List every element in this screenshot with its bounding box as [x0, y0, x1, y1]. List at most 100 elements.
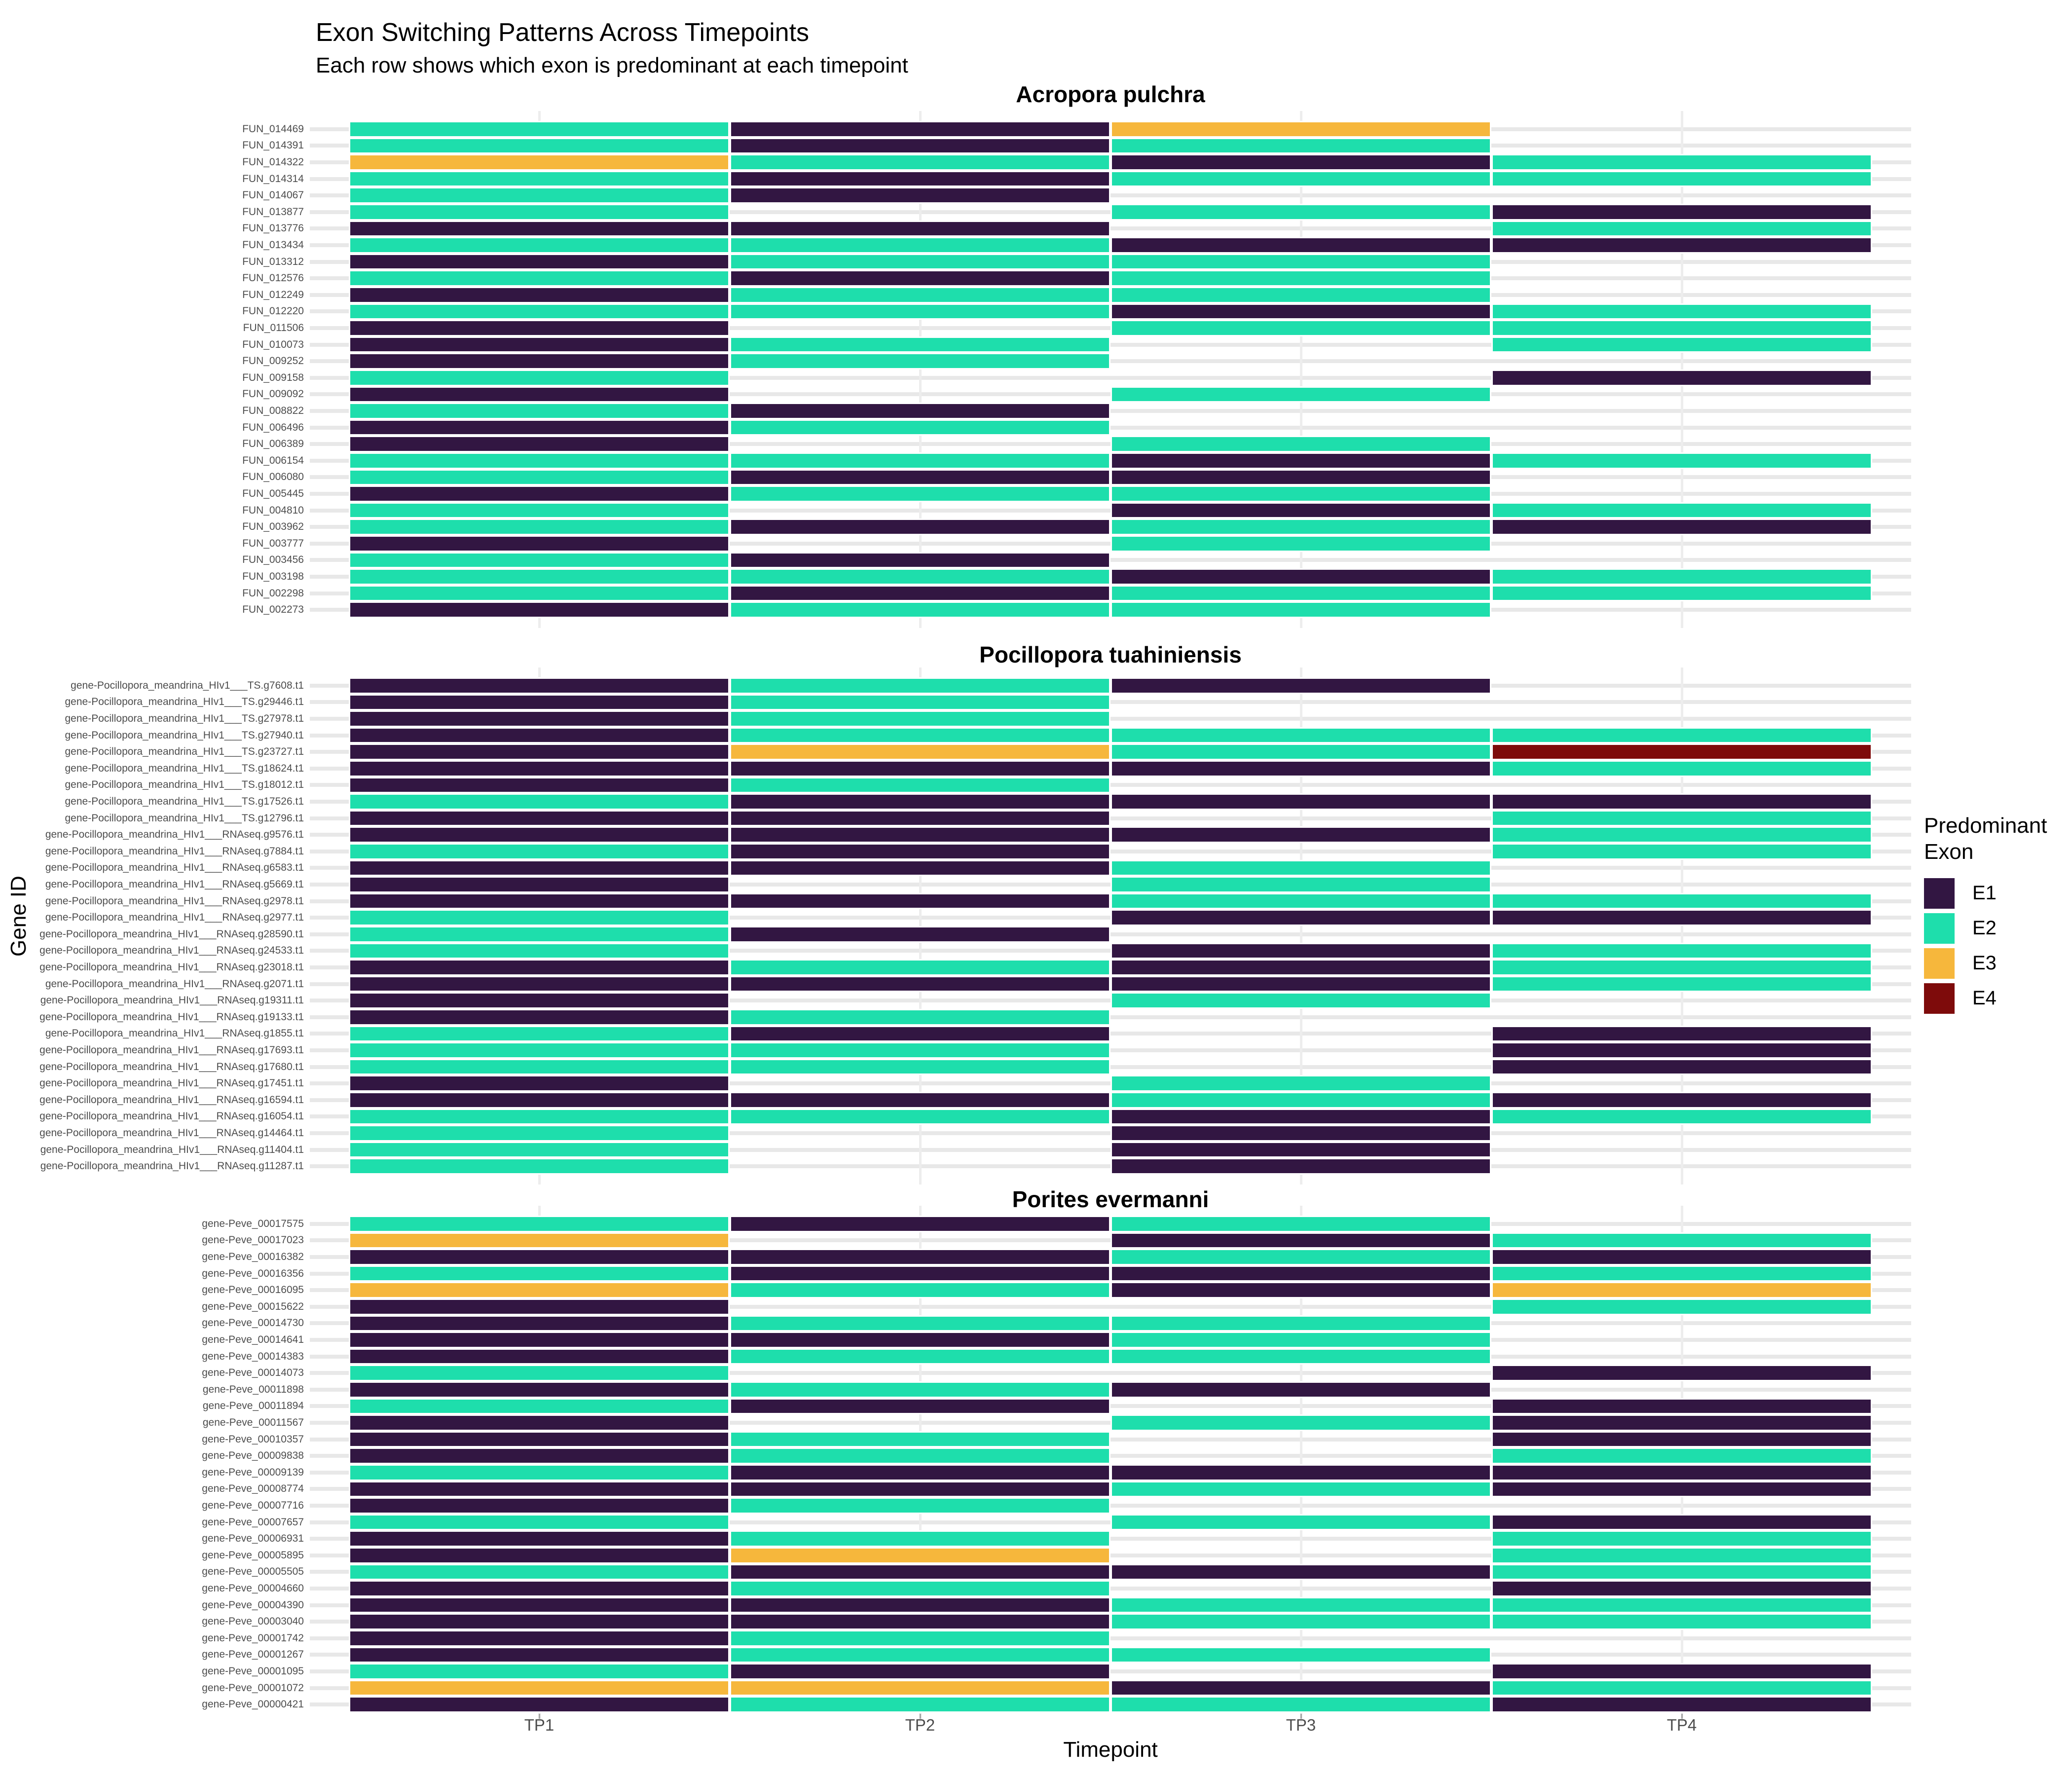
heatmap-cell: [730, 975, 1110, 993]
heatmap-cell: [730, 810, 1110, 827]
heatmap-cell: [349, 518, 730, 535]
heatmap-cell: [1491, 1108, 1872, 1125]
gridline-horizontal: [310, 375, 1911, 380]
heatmap-cell: [730, 1108, 1110, 1125]
heatmap-cell: [349, 793, 730, 810]
y-axis-label: gene-Peve_00005505: [202, 1566, 304, 1578]
heatmap-cell: [1491, 1042, 1872, 1059]
heatmap-cell: [349, 1108, 730, 1125]
heatmap-cell: [730, 892, 1110, 910]
legend-swatch-e3: [1924, 948, 1955, 979]
heatmap-cell: [349, 892, 730, 910]
heatmap-cell: [1491, 518, 1872, 535]
heatmap-cell: [1110, 892, 1491, 910]
heatmap-cell: [1110, 1232, 1491, 1249]
legend-entry: E2: [1924, 913, 2067, 944]
heatmap-cell: [1110, 253, 1491, 270]
gridline-horizontal: [310, 1048, 1911, 1052]
heatmap-cell: [730, 1630, 1110, 1647]
y-axis-label: FUN_009252: [242, 355, 304, 367]
heatmap-cell: [349, 743, 730, 760]
heatmap-cell: [1491, 810, 1872, 827]
heatmap-cell: [1491, 1058, 1872, 1075]
heatmap-cell: [349, 1232, 730, 1249]
heatmap-cell: [349, 777, 730, 794]
heatmap-cell: [349, 1298, 730, 1315]
heatmap-cell: [730, 1025, 1110, 1042]
heatmap-cell: [349, 568, 730, 585]
y-axis-label: gene-Pocillopora_meandrina_HIv1___RNAseq…: [40, 1144, 304, 1155]
x-axis-tick: [919, 1714, 921, 1719]
heatmap-cell: [1110, 436, 1491, 452]
gridline-horizontal: [310, 816, 1911, 820]
heatmap-cell: [1110, 121, 1491, 138]
y-axis-label: gene-Peve_00011894: [202, 1400, 304, 1412]
heatmap-cell: [1491, 1679, 1872, 1697]
y-axis-label: gene-Peve_00016095: [202, 1284, 304, 1296]
heatmap-cell: [1110, 1125, 1491, 1142]
heatmap-cell: [730, 452, 1110, 469]
heatmap-cell: [1491, 1232, 1872, 1249]
y-axis-label: gene-Peve_00014383: [202, 1350, 304, 1362]
heatmap-cell: [1110, 1348, 1491, 1365]
legend-label: E2: [1972, 917, 1997, 939]
heatmap-cell: [730, 220, 1110, 237]
heatmap-cell: [730, 552, 1110, 569]
heatmap-cell: [349, 303, 730, 320]
heatmap-cell: [1110, 1158, 1491, 1175]
heatmap-cell: [730, 677, 1110, 694]
heatmap-cell: [730, 1696, 1110, 1713]
heatmap-cell: [349, 270, 730, 287]
heatmap-cell: [1110, 1514, 1491, 1531]
heatmap-cell: [1110, 1613, 1491, 1630]
panel-title: Pocillopora tuahiniensis: [979, 642, 1242, 667]
heatmap-cell: [730, 336, 1110, 353]
heatmap-cell: [349, 1158, 730, 1175]
y-axis-label: FUN_014322: [242, 156, 304, 168]
gridline-horizontal: [310, 1032, 1911, 1036]
heatmap-cell: [349, 1530, 730, 1547]
heatmap-cell: [1110, 859, 1491, 877]
heatmap-cell: [349, 287, 730, 303]
heatmap-cell: [1491, 170, 1872, 187]
heatmap-cell: [730, 187, 1110, 204]
y-axis-label: gene-Peve_00009139: [202, 1466, 304, 1478]
gridline-horizontal: [310, 700, 1911, 704]
heatmap-cell: [730, 485, 1110, 502]
heatmap-cell: [349, 403, 730, 419]
y-axis-label: gene-Peve_00009838: [202, 1450, 304, 1462]
y-axis-label: gene-Pocillopora_meandrina_HIv1___RNAseq…: [39, 1011, 304, 1023]
heatmap-cell: [730, 727, 1110, 744]
heatmap-cell: [349, 1596, 730, 1614]
heatmap-cell: [1110, 992, 1491, 1009]
heatmap-cell: [1110, 518, 1491, 535]
y-axis-label: gene-Peve_00001072: [202, 1682, 304, 1694]
heatmap-cell: [1110, 1563, 1491, 1581]
heatmap-cell: [1110, 1646, 1491, 1664]
heatmap-cell: [1491, 585, 1872, 602]
heatmap-cell: [1491, 1265, 1872, 1282]
heatmap-cell: [349, 959, 730, 976]
heatmap-cell: [349, 1058, 730, 1075]
heatmap-cell: [1110, 942, 1491, 960]
y-axis-label: gene-Pocillopora_meandrina_HIv1___TS.g12…: [65, 812, 304, 824]
gridline-horizontal: [310, 1371, 1911, 1375]
gridline-horizontal: [310, 1553, 1911, 1557]
heatmap-cell: [349, 121, 730, 138]
heatmap-cell: [1491, 452, 1872, 469]
x-axis-tick-label: TP3: [1286, 1716, 1316, 1734]
y-axis-label: gene-Peve_00014073: [202, 1367, 304, 1379]
gridline-vertical: [1680, 667, 1683, 1184]
heatmap-cell: [1110, 585, 1491, 602]
y-axis-label: gene-Peve_00001267: [202, 1649, 304, 1661]
heatmap-cell: [349, 1630, 730, 1647]
heatmap-cell: [1491, 760, 1872, 777]
heatmap-cell: [349, 370, 730, 386]
y-axis-label: gene-Pocillopora_meandrina_HIv1___RNAseq…: [39, 962, 304, 973]
heatmap-cell: [349, 535, 730, 552]
y-axis-label: gene-Pocillopora_meandrina_HIv1___RNAseq…: [45, 829, 304, 841]
panel-title: Porites evermanni: [1012, 1186, 1209, 1212]
heatmap-cell: [730, 743, 1110, 760]
heatmap-cell: [730, 1547, 1110, 1564]
y-axis-label: FUN_006496: [242, 421, 304, 433]
